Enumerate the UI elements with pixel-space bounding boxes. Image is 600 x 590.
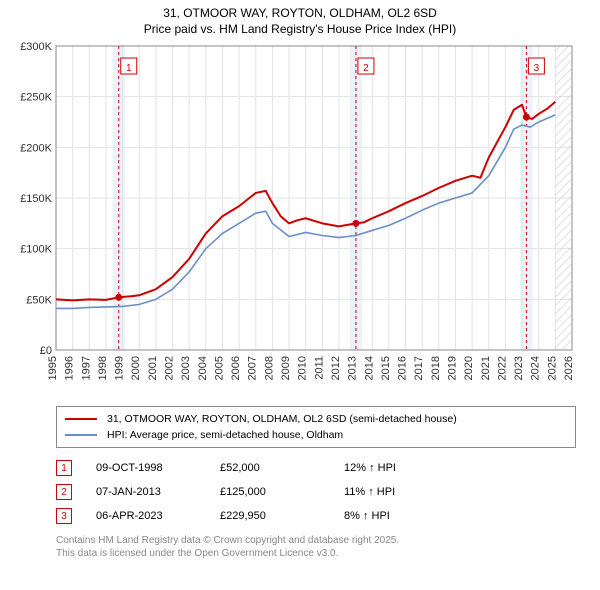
svg-text:2013: 2013 — [347, 356, 359, 380]
svg-text:2022: 2022 — [496, 356, 508, 380]
legend: 31, OTMOOR WAY, ROYTON, OLDHAM, OL2 6SD … — [56, 406, 576, 448]
svg-text:2008: 2008 — [263, 356, 275, 380]
svg-text:2024: 2024 — [530, 356, 542, 380]
sale-badge: 1 — [56, 460, 72, 476]
svg-text:2000: 2000 — [130, 356, 142, 380]
svg-text:£150K: £150K — [20, 193, 52, 205]
svg-text:1998: 1998 — [97, 356, 109, 380]
sale-delta: 11% ↑ HPI — [344, 486, 444, 498]
legend-item: HPI: Average price, semi-detached house,… — [65, 427, 567, 443]
svg-text:2009: 2009 — [280, 356, 292, 380]
sale-delta: 8% ↑ HPI — [344, 510, 444, 522]
table-row: 2 07-JAN-2013 £125,000 11% ↑ HPI — [56, 480, 576, 504]
svg-text:£200K: £200K — [20, 142, 52, 154]
svg-text:2015: 2015 — [380, 356, 392, 380]
svg-text:2014: 2014 — [363, 356, 375, 380]
svg-text:1995: 1995 — [47, 356, 59, 380]
svg-text:2026: 2026 — [563, 356, 575, 380]
legend-label: 31, OTMOOR WAY, ROYTON, OLDHAM, OL2 6SD … — [107, 413, 457, 425]
legend-swatch — [65, 434, 97, 436]
svg-text:2016: 2016 — [397, 356, 409, 380]
sale-price: £229,950 — [220, 510, 320, 522]
svg-text:2012: 2012 — [330, 356, 342, 380]
page-subtitle: Price paid vs. HM Land Registry's House … — [0, 22, 600, 40]
svg-text:£50K: £50K — [26, 294, 52, 306]
chart-area: £0 £50K £100K £150K £200K £250K £300K 1995 1996 1… — [14, 40, 584, 400]
svg-text:2006: 2006 — [230, 356, 242, 380]
page-title: 31, OTMOOR WAY, ROYTON, OLDHAM, OL2 6SD — [0, 0, 600, 22]
footer: Contains HM Land Registry data © Crown c… — [56, 534, 576, 560]
svg-text:2: 2 — [363, 63, 369, 74]
footer-line: This data is licensed under the Open Gov… — [56, 547, 576, 560]
sale-date: 09-OCT-1998 — [96, 462, 196, 474]
svg-text:2020: 2020 — [463, 356, 475, 380]
legend-label: HPI: Average price, semi-detached house,… — [107, 429, 343, 441]
svg-text:2011: 2011 — [313, 356, 325, 380]
sale-price: £125,000 — [220, 486, 320, 498]
sale-delta: 12% ↑ HPI — [344, 462, 444, 474]
sales-table: 1 09-OCT-1998 £52,000 12% ↑ HPI 2 07-JAN… — [56, 456, 576, 528]
line-chart: £0 £50K £100K £150K £200K £250K £300K 1995 1996 1… — [14, 40, 584, 400]
svg-text:1: 1 — [126, 63, 132, 74]
legend-swatch — [65, 418, 97, 420]
table-row: 3 06-APR-2023 £229,950 8% ↑ HPI — [56, 504, 576, 528]
svg-text:2003: 2003 — [180, 356, 192, 380]
legend-item: 31, OTMOOR WAY, ROYTON, OLDHAM, OL2 6SD … — [65, 411, 567, 427]
sale-badge: 3 — [56, 508, 72, 524]
svg-text:2005: 2005 — [213, 356, 225, 380]
svg-text:1997: 1997 — [80, 356, 92, 380]
svg-text:£100K: £100K — [20, 244, 52, 256]
svg-text:1996: 1996 — [64, 356, 76, 380]
sale-date: 06-APR-2023 — [96, 510, 196, 522]
svg-text:2019: 2019 — [446, 356, 458, 380]
svg-text:3: 3 — [534, 63, 540, 74]
svg-text:2023: 2023 — [513, 356, 525, 380]
svg-text:2001: 2001 — [147, 356, 159, 380]
svg-text:2002: 2002 — [164, 356, 176, 380]
table-row: 1 09-OCT-1998 £52,000 12% ↑ HPI — [56, 456, 576, 480]
svg-text:2007: 2007 — [247, 356, 259, 380]
svg-text:2018: 2018 — [430, 356, 442, 380]
svg-text:£300K: £300K — [20, 41, 52, 53]
footer-line: Contains HM Land Registry data © Crown c… — [56, 534, 576, 547]
svg-text:£0: £0 — [40, 345, 52, 357]
svg-text:1999: 1999 — [114, 356, 126, 380]
svg-text:2010: 2010 — [297, 356, 309, 380]
svg-text:£250K: £250K — [20, 92, 52, 104]
svg-text:2021: 2021 — [480, 356, 492, 380]
sale-date: 07-JAN-2013 — [96, 486, 196, 498]
sale-price: £52,000 — [220, 462, 320, 474]
svg-text:2004: 2004 — [197, 356, 209, 380]
sale-badge: 2 — [56, 484, 72, 500]
svg-text:2017: 2017 — [413, 356, 425, 380]
svg-text:2025: 2025 — [546, 356, 558, 380]
